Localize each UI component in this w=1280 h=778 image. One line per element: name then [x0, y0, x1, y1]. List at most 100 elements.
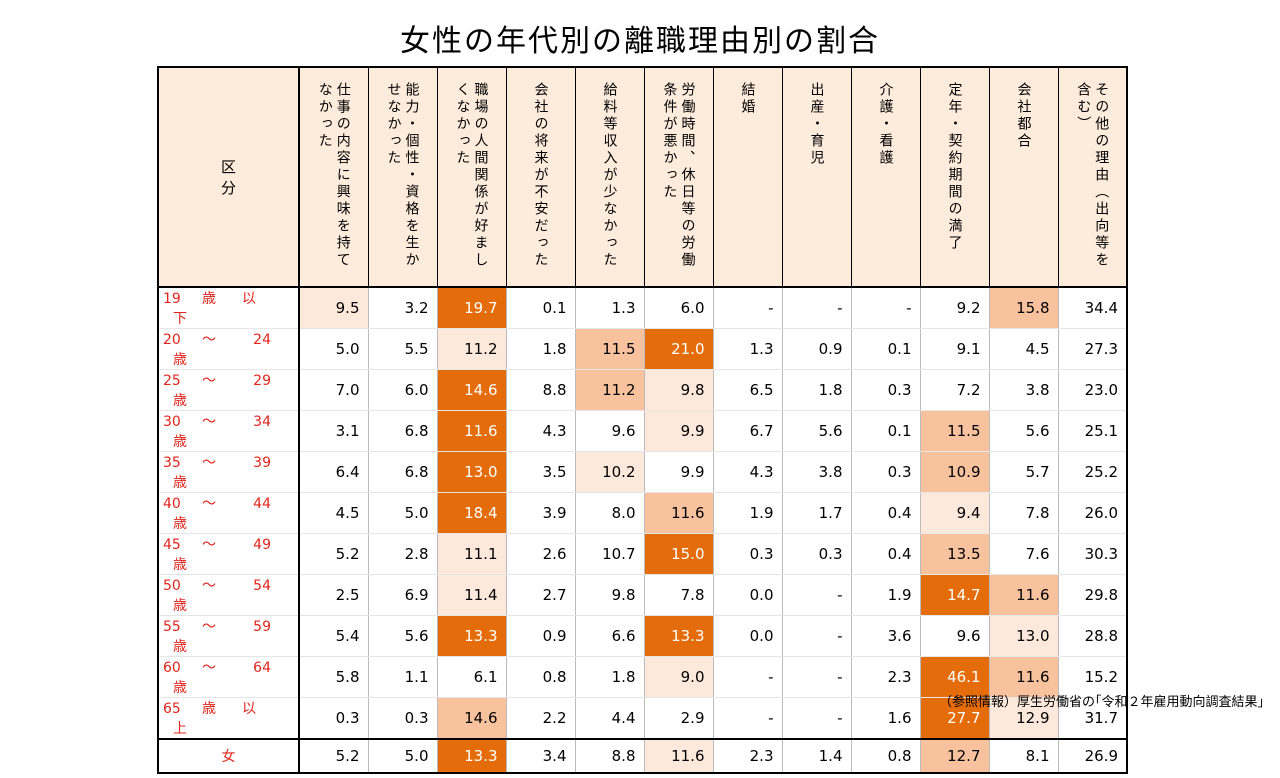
table-cell: 11.6: [643, 738, 714, 774]
table-cell: 6.8: [367, 410, 438, 452]
table-cell: 7.0: [298, 369, 369, 411]
table-cell: 6.0: [643, 287, 714, 329]
row-label: 35 ～ 39 歳: [157, 451, 300, 493]
table-cell: 0.9: [505, 615, 576, 657]
table-cell: -: [781, 287, 852, 329]
table-cell: 30.3: [1057, 533, 1128, 575]
table-cell: 11.6: [988, 574, 1059, 616]
table-cell: 3.4: [505, 738, 576, 774]
table-cell: 9.1: [919, 328, 990, 370]
table-cell: 11.5: [919, 410, 990, 452]
row-label-part: 39: [253, 455, 271, 471]
table-cell: 14.6: [436, 697, 507, 740]
table-cell: 0.3: [712, 533, 783, 575]
table-cell: 11.4: [436, 574, 507, 616]
table-cell: 7.8: [643, 574, 714, 616]
column-header: 定年・契約期間の満了: [919, 66, 990, 288]
column-header-text: 仕事の内容に興味を持てなかった: [316, 82, 351, 269]
table-cell: 7.2: [919, 369, 990, 411]
table-cell: 1.4: [781, 738, 852, 774]
table-cell: 1.9: [712, 492, 783, 534]
row-label-part: 50: [163, 578, 181, 594]
table-cell: 15.2: [1057, 656, 1128, 698]
row-label-part: 歳: [202, 701, 216, 717]
row-label-part: 歳: [173, 475, 187, 491]
row-label-part: 歳: [173, 598, 187, 614]
table-cell: -: [781, 656, 852, 698]
table-cell: 21.0: [643, 328, 714, 370]
data-table-wrapper: 区 分 仕事の内容に興味を持てなかった 能力・個性・資格を生かせなかった 職場の人間…: [157, 66, 1128, 774]
row-label-part: 44: [253, 496, 271, 512]
table-row: 30 ～ 34歳 3.1 6.8 11.6 4.3 9.6 9.9 6.7 5.6 0.1 11.5 5.…: [157, 410, 1128, 452]
row-label-part: ～: [202, 537, 216, 553]
row-label-part: ～: [202, 578, 216, 594]
table-cell: 1.6: [850, 697, 921, 740]
column-header-text: 能力・個性・資格を生かせなかった: [385, 82, 420, 269]
row-label-part: 55: [163, 619, 181, 635]
table-cell: 6.0: [367, 369, 438, 411]
table-cell: 0.4: [850, 492, 921, 534]
table-cell: 25.2: [1057, 451, 1128, 493]
table-cell: 9.8: [574, 574, 645, 616]
table-cell: 0.3: [367, 697, 438, 740]
column-header-text: 会社都合: [1015, 82, 1032, 150]
table-row: 20 ～ 24 歳 5.0 5.5 11.2 1.8 11.5 21.0 1.3 0.9 0.1 9.1 4…: [157, 328, 1128, 370]
table-cell: 3.8: [781, 451, 852, 493]
table-cell: 25.1: [1057, 410, 1128, 452]
table-cell: 8.8: [505, 369, 576, 411]
table-cell: 14.6: [436, 369, 507, 411]
table-cell: 3.8: [988, 369, 1059, 411]
table-cell: 9.6: [574, 410, 645, 452]
data-table: 区 分 仕事の内容に興味を持てなかった 能力・個性・資格を生かせなかった 職場の人間…: [157, 66, 1128, 774]
table-cell: 28.8: [1057, 615, 1128, 657]
table-cell: 0.1: [505, 287, 576, 329]
row-label-part: 45: [163, 537, 181, 553]
row-label-part: 30: [163, 414, 181, 430]
table-cell: 1.3: [712, 328, 783, 370]
table-cell: 13.0: [436, 451, 507, 493]
column-header: 能力・個性・資格を生かせなかった: [367, 66, 438, 288]
table-cell: 11.1: [436, 533, 507, 575]
row-label: 19 歳 以下: [157, 287, 300, 329]
row-label-part: ～: [202, 414, 216, 430]
table-row: 55 ～ 59歳 5.4 5.6 13.3 0.9 6.6 13.3 0.0-3.6 9.6 13.0…: [157, 615, 1128, 657]
table-cell: 4.4: [574, 697, 645, 740]
row-label-part: 34: [253, 414, 271, 430]
table-cell: 2.3: [850, 656, 921, 698]
column-header-text: 出産・育児: [808, 82, 825, 167]
table-cell: 13.3: [436, 615, 507, 657]
header-row: 区 分 仕事の内容に興味を持てなかった 能力・個性・資格を生かせなかった 職場の人間…: [157, 66, 1128, 288]
table-cell: 8.0: [574, 492, 645, 534]
table-cell: 0.4: [850, 533, 921, 575]
table-cell: 6.4: [298, 451, 369, 493]
table-cell: 0.0: [712, 615, 783, 657]
table-cell: 0.1: [850, 410, 921, 452]
table-row: 50 ～ 54 歳 2.5 6.9 11.4 2.7 9.8 7.8 0.0-1.9 14.7 11.6…: [157, 574, 1128, 616]
column-header: 仕事の内容に興味を持てなかった: [298, 66, 369, 288]
table-cell: 8.1: [988, 738, 1059, 774]
table-cell: 6.7: [712, 410, 783, 452]
table-cell: -: [850, 287, 921, 329]
column-header: 給料等収入が少なかった: [574, 66, 645, 288]
row-label: 30 ～ 34 歳: [157, 410, 300, 452]
table-cell: 2.2: [505, 697, 576, 740]
table-cell: 7.8: [988, 492, 1059, 534]
table-cell: 0.3: [781, 533, 852, 575]
row-label-part: 49: [253, 537, 271, 553]
row-label: 65 歳 以上: [157, 697, 300, 740]
row-label-part: ～: [202, 660, 216, 676]
row-label: 25 ～ 29 歳: [157, 369, 300, 411]
table-cell: 3.5: [505, 451, 576, 493]
row-label-part: 24: [253, 332, 271, 348]
column-header: 出産・育児: [781, 66, 852, 288]
table-cell: 6.8: [367, 451, 438, 493]
table-cell: 9.9: [643, 451, 714, 493]
table-cell: 5.7: [988, 451, 1059, 493]
table-cell: 9.5: [298, 287, 369, 329]
table-cell: 2.9: [643, 697, 714, 740]
table-cell: 1.7: [781, 492, 852, 534]
table-body: 19 歳以下 9.5 3.2 19.7 0.1 1.3 6.0- - -9.2 15.8 34.4 20…: [157, 287, 1128, 774]
table-row: 25 ～ 29 歳 7.0 6.0 14.6 8.8 11.2 9.8 6.5 1.8 0.3 7.2 3.…: [157, 369, 1128, 411]
table-cell: 12.7: [919, 738, 990, 774]
row-label-part: 20: [163, 332, 181, 348]
